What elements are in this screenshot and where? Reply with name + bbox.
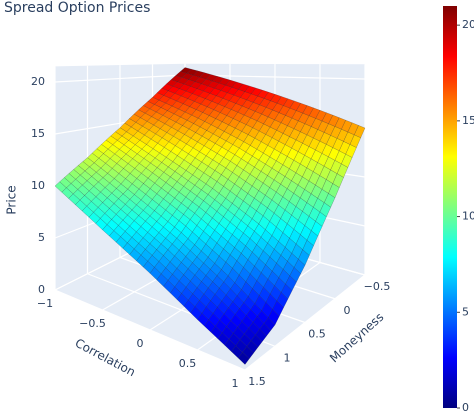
surface-cell bbox=[152, 67, 231, 119]
z-tick-label: 0 bbox=[38, 283, 45, 296]
z-tick-label: 15 bbox=[31, 127, 45, 140]
surface-cell bbox=[243, 94, 321, 170]
surface-cell bbox=[289, 110, 366, 199]
x-tick-label: 1 bbox=[232, 377, 239, 390]
y-tick-label: 1.5 bbox=[248, 375, 266, 388]
x-tick-label: −0.5 bbox=[79, 317, 106, 330]
surface-cell bbox=[197, 275, 276, 365]
z-tick-label: 20 bbox=[31, 75, 45, 88]
surface-cell bbox=[227, 223, 306, 326]
colorbar-tick-label: 20 bbox=[462, 18, 474, 31]
x-tick-label: 0.5 bbox=[179, 357, 197, 370]
surface-cell bbox=[134, 157, 213, 233]
x-tick-label: −1 bbox=[37, 297, 53, 310]
surface-cell bbox=[165, 118, 245, 189]
surface-cell bbox=[180, 188, 260, 277]
surface-cell bbox=[54, 157, 135, 231]
z-tick-label: 5 bbox=[38, 231, 45, 244]
surface-cell bbox=[212, 141, 290, 225]
x-axis-title: Correlation bbox=[73, 336, 138, 379]
surface-cell bbox=[119, 97, 199, 158]
z-axis-title: Price bbox=[5, 185, 19, 214]
y-tick-label: 0.5 bbox=[308, 328, 326, 341]
y-tick-label: 1 bbox=[284, 351, 291, 364]
surface-cell bbox=[149, 232, 229, 320]
grid-line bbox=[54, 66, 246, 371]
colorbar-tick-label: 10 bbox=[462, 210, 474, 223]
surface-cell bbox=[102, 194, 182, 274]
colorbar-tick-label: 5 bbox=[462, 305, 469, 318]
surface-cell bbox=[197, 79, 276, 142]
y-axis-title: Moneyness bbox=[327, 310, 386, 365]
chart-title: Spread Option Prices bbox=[4, 0, 150, 16]
surface-cell bbox=[87, 127, 167, 195]
z-tick-label: 10 bbox=[31, 179, 45, 192]
colorbar bbox=[443, 6, 457, 408]
colorbar-tick-label: 0 bbox=[462, 401, 469, 414]
surface-cell bbox=[258, 168, 336, 266]
y-tick-label: 0 bbox=[344, 304, 351, 317]
x-tick-label: 0 bbox=[137, 337, 144, 350]
surface-patch bbox=[237, 351, 250, 365]
colorbar-tick-label: 15 bbox=[462, 114, 474, 127]
y-tick-label: −0.5 bbox=[364, 280, 391, 293]
